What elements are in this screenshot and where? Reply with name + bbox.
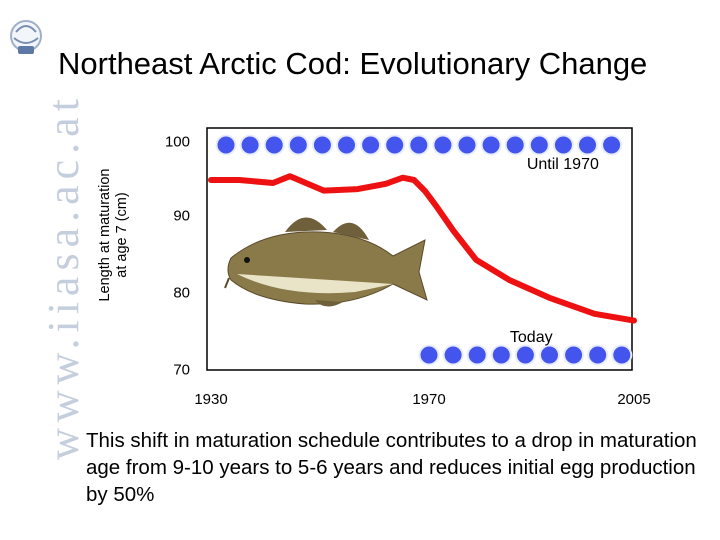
bubble-marker xyxy=(514,344,536,366)
x-tick-label: 2005 xyxy=(617,391,651,408)
bubble-marker xyxy=(442,344,464,366)
x-tick-label: 1970 xyxy=(412,391,446,408)
bubble-marker xyxy=(577,134,598,156)
bubble-marker xyxy=(456,134,478,156)
y-tick-label: 70 xyxy=(173,361,190,379)
bubble-marker xyxy=(587,344,609,366)
bubble-marker xyxy=(504,134,526,156)
bubble-marker xyxy=(528,134,550,156)
bubble-marker xyxy=(563,344,585,366)
maturation-length-line xyxy=(208,173,637,324)
bubble-marker xyxy=(287,134,309,156)
y-axis-label-line-2: at age 7 (cm) xyxy=(114,192,130,278)
cod-fish-icon xyxy=(224,217,428,307)
bubble-marker xyxy=(611,344,633,366)
bubble-marker xyxy=(384,134,406,156)
bubble-marker xyxy=(408,134,430,156)
bubble-marker xyxy=(336,134,357,156)
bubble-marker xyxy=(215,134,237,156)
bottom-bubble-row xyxy=(418,344,633,366)
sidebar: www.iiasa.ac.at xyxy=(0,0,88,540)
slide-title: Northeast Arctic Cod: Evolutionary Chang… xyxy=(58,46,648,81)
bubble-marker xyxy=(311,134,333,156)
bubble-marker xyxy=(360,134,382,156)
bubble-marker xyxy=(552,134,574,156)
bubble-marker xyxy=(539,344,560,366)
annotation-until-1970: Until 1970 xyxy=(526,156,599,174)
bubble-marker xyxy=(466,344,488,366)
bubble-marker xyxy=(480,134,502,156)
iiasa-logo-icon xyxy=(10,20,42,54)
x-tick-label: 1930 xyxy=(194,391,228,408)
y-axis-label-line-1: Length at maturation xyxy=(97,168,113,302)
bubble-marker xyxy=(239,134,261,156)
y-tick-label: 100 xyxy=(164,133,190,151)
y-axis-label: Length at maturation at age 7 (cm) xyxy=(97,168,131,301)
bubble-marker xyxy=(601,134,623,156)
bubble-marker xyxy=(432,134,454,156)
caption-text: This shift in maturation schedule contri… xyxy=(86,429,697,506)
bubble-marker xyxy=(490,344,512,366)
top-bubble-row xyxy=(215,134,623,156)
bubble-marker xyxy=(263,134,285,156)
y-tick-label: 90 xyxy=(173,207,190,225)
bubble-marker xyxy=(418,344,440,366)
annotation-today: Today xyxy=(509,328,553,346)
y-tick-label: 80 xyxy=(173,284,190,302)
